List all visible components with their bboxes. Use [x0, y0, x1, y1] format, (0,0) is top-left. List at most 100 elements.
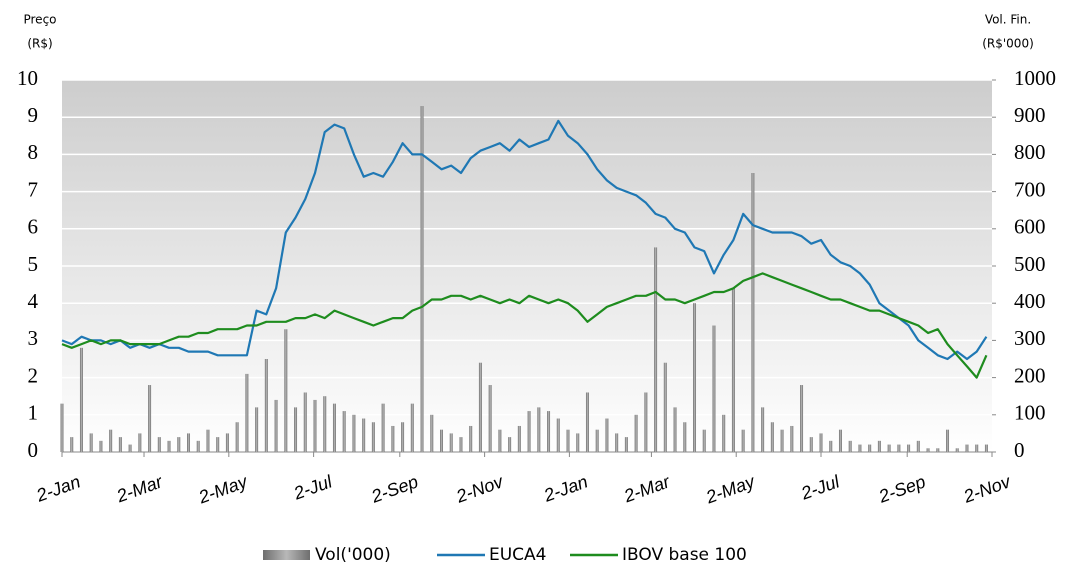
volume-bar — [916, 440, 920, 452]
volume-bar — [109, 429, 113, 452]
volume-bar — [216, 437, 220, 452]
x-tick-label: 2-Sep — [875, 471, 928, 507]
legend-label: EUCA4 — [489, 545, 547, 565]
volume-bar — [488, 385, 492, 452]
volume-bar — [478, 362, 482, 452]
volume-bar — [585, 392, 589, 452]
x-tick-label: 2-May — [702, 471, 758, 508]
volume-bar — [877, 440, 881, 452]
volume-bar — [868, 444, 872, 452]
volume-bar — [99, 440, 103, 452]
legend: Vol('000) EUCA4 IBOV base 100 — [263, 545, 747, 565]
volume-bar — [975, 444, 979, 452]
volume-bar — [731, 288, 735, 452]
volume-bar — [381, 403, 385, 452]
volume-bar — [838, 429, 842, 452]
volume-bar — [858, 444, 862, 452]
volume-bar — [634, 414, 638, 452]
volume-bar — [829, 440, 833, 452]
volume-bar — [70, 437, 74, 452]
volume-bar — [313, 399, 317, 452]
x-tick-label: 2-Mar — [113, 471, 166, 507]
volume-bar — [235, 422, 239, 452]
volume-bar — [527, 411, 531, 452]
volume-bar — [946, 429, 950, 452]
volume-bar — [897, 444, 901, 452]
volume-bar — [196, 440, 200, 452]
volume-bar — [595, 429, 599, 452]
y2-tick-label: 500 — [1014, 252, 1046, 276]
y2-tick-label: 800 — [1014, 140, 1046, 164]
y2-tick-label: 200 — [1014, 363, 1046, 387]
y-axis-title: (R$) — [27, 37, 52, 51]
y-tick-label: 0 — [28, 438, 39, 462]
volume-bar — [177, 437, 181, 452]
volume-bar — [128, 444, 132, 452]
volume-bar — [673, 407, 677, 452]
x-tick-label: 2-Mar — [620, 471, 673, 507]
volume-bar — [809, 437, 813, 452]
x-tick-label: 2-Jul — [798, 471, 843, 504]
volume-bar — [537, 407, 541, 452]
volume-bar — [566, 429, 570, 452]
volume-bar — [401, 422, 405, 452]
y2-axis-title: (R$'000) — [982, 37, 1034, 51]
x-tick-label: 2-Nov — [960, 471, 1014, 507]
y-tick-label: 1 — [28, 401, 39, 425]
legend-label: Vol('000) — [315, 545, 391, 565]
line — [61, 119, 988, 361]
volume-bar — [517, 425, 521, 452]
volume-bar — [741, 429, 745, 452]
volume-bar — [770, 422, 774, 452]
volume-bar — [362, 418, 366, 452]
volume-bar — [605, 418, 609, 452]
volume-bar — [722, 414, 726, 452]
volume-bar — [702, 429, 706, 452]
y-tick-label: 8 — [28, 140, 39, 164]
volume-bar — [693, 303, 697, 452]
y-tick-label: 3 — [28, 326, 39, 350]
volume-bar — [303, 392, 307, 452]
y2-tick-label: 300 — [1014, 326, 1046, 350]
y-tick-label: 6 — [28, 215, 39, 239]
volume-bar — [712, 325, 716, 452]
y-tick-label: 4 — [28, 289, 39, 313]
volume-bar — [459, 437, 463, 452]
volume-bar — [284, 329, 288, 452]
y-tick-label: 10 — [17, 66, 38, 90]
volume-bar — [984, 444, 988, 452]
volume-bar — [342, 411, 346, 452]
volume-bar — [936, 448, 940, 452]
volume-bar — [780, 429, 784, 452]
volume-bar — [157, 437, 161, 452]
y-tick-label: 9 — [28, 103, 39, 127]
volume-bar — [430, 414, 434, 452]
volume-bar — [576, 433, 580, 452]
volume-bar — [751, 173, 755, 452]
volume-bar — [420, 106, 424, 452]
volume-bar — [800, 385, 804, 452]
volume-bar — [352, 414, 356, 452]
volume-bar — [848, 440, 852, 452]
volume-bar — [887, 444, 891, 452]
volume-bar — [907, 444, 911, 452]
volume-bar — [167, 440, 171, 452]
volume-bar — [440, 429, 444, 452]
volume-bar — [449, 433, 453, 452]
x-tick-label: 2-May — [195, 471, 251, 508]
plot: 0123456789100100200300400500600700800900… — [17, 66, 1056, 508]
y2-tick-label: 600 — [1014, 215, 1046, 239]
y2-tick-label: 0 — [1014, 438, 1025, 462]
volume-bar — [206, 429, 210, 452]
x-tick-label: 2-Jan — [540, 471, 590, 506]
legend-label: IBOV base 100 — [622, 545, 747, 565]
volume-bar — [89, 433, 93, 452]
y2-tick-label: 400 — [1014, 289, 1046, 313]
volume-bar — [225, 433, 229, 452]
x-tick-label: 2-Jul — [290, 471, 335, 504]
volume-bar — [644, 392, 648, 452]
y-tick-label: 5 — [28, 252, 39, 276]
volume-bar — [615, 433, 619, 452]
volume-bar — [245, 373, 249, 452]
